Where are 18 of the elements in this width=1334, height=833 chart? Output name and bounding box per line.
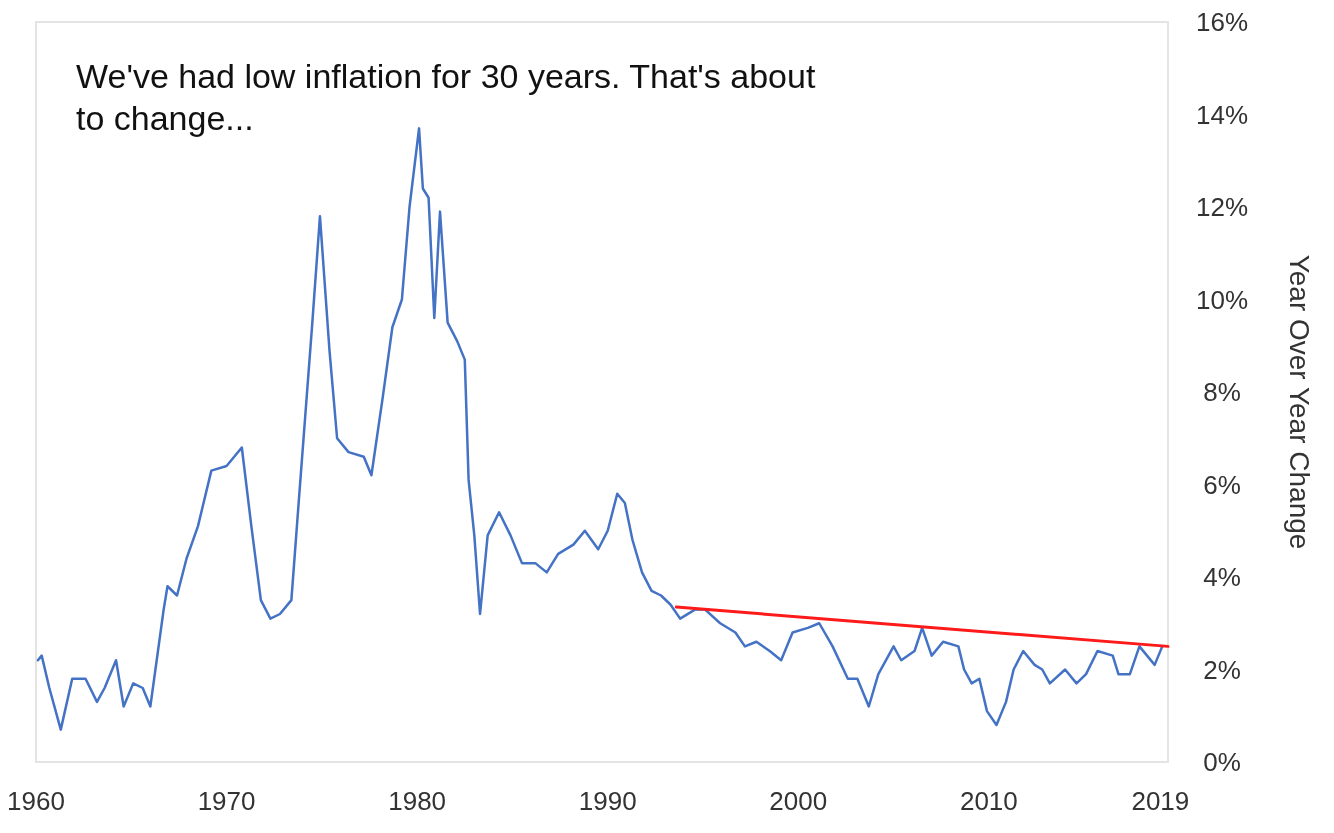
y-tick-label: 6% <box>1203 469 1241 500</box>
x-tick-label: 1980 <box>388 786 447 816</box>
x-tick-label: 2010 <box>959 786 1018 816</box>
annotation: We've had low inflation for 30 years. That's about to change... <box>76 57 816 137</box>
y-tick-label: 10% <box>1195 284 1249 315</box>
y-tick-label: 16% <box>1195 7 1249 38</box>
x-tick-label: 1990 <box>578 786 637 816</box>
y-tick-label: 0% <box>1203 747 1241 778</box>
y-tick-label: 14% <box>1195 99 1249 130</box>
x-tick-label: 2019 <box>1131 786 1190 816</box>
x-tick-label: 2000 <box>769 786 828 816</box>
y-tick-label: 12% <box>1195 192 1249 223</box>
y-tick-label: 2% <box>1203 654 1241 685</box>
x-tick-label: 1970 <box>197 786 256 816</box>
y-tick-label: 8% <box>1203 377 1241 408</box>
y-axis-title: Year Over Year Change <box>1284 254 1315 550</box>
y-tick-label: 4% <box>1203 562 1241 593</box>
x-tick-label: 1960 <box>7 786 65 816</box>
